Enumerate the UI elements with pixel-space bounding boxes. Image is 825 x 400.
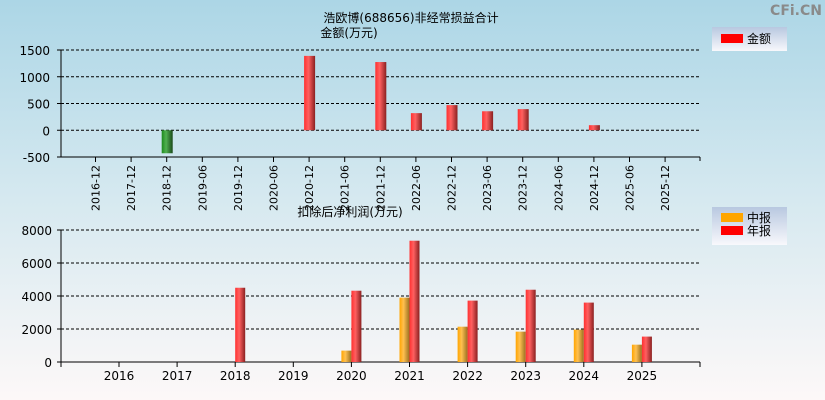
- x-tick-label: 2022-12: [446, 165, 459, 211]
- x-tick-label: 2018: [220, 369, 251, 383]
- x-tick-label: 2016-12: [90, 165, 103, 211]
- x-tick-label: 2024: [569, 369, 600, 383]
- x-tick-label: 2021-06: [339, 165, 352, 211]
- watermark: CFi.CN: [770, 3, 822, 19]
- bar-annual: [467, 300, 478, 362]
- y-tick-label: 1000: [19, 71, 50, 85]
- x-tick-label: 2021: [394, 369, 425, 383]
- bar-annual: [409, 240, 420, 362]
- bar-annual: [351, 290, 362, 362]
- x-tick-label: 2022-06: [410, 165, 423, 211]
- chart1-ylabel: 金额(万元): [320, 25, 377, 40]
- x-tick-label: 2017-12: [125, 165, 138, 211]
- y-tick-label: 4000: [21, 290, 52, 304]
- x-tick-label: 2024-06: [552, 165, 565, 211]
- legend-swatch: [721, 226, 743, 235]
- bar: [517, 109, 529, 131]
- legend-swatch: [721, 213, 743, 222]
- y-tick-label: 0: [44, 356, 52, 370]
- bar-interim: [573, 329, 584, 362]
- legend-label: 年报: [747, 223, 771, 238]
- bar: [588, 125, 600, 131]
- legend-swatch: [721, 34, 743, 43]
- x-tick-label: 2025: [627, 369, 658, 383]
- x-tick-label: 2023: [510, 369, 541, 383]
- x-tick-label: 2023-06: [481, 165, 494, 211]
- y-tick-label: 6000: [21, 257, 52, 271]
- bar-annual: [525, 289, 536, 362]
- bar: [410, 113, 422, 131]
- bar: [482, 111, 494, 131]
- bar: [375, 62, 387, 131]
- bar: [446, 105, 458, 131]
- x-tick-label: 2021-12: [374, 165, 387, 211]
- y-tick-label: 0: [42, 124, 50, 138]
- bar-interim: [631, 344, 642, 362]
- bar: [304, 55, 316, 131]
- bar-interim: [341, 350, 352, 362]
- bar-annual: [583, 302, 594, 362]
- x-tick-label: 2019-06: [196, 165, 209, 211]
- x-tick-label: 2025-12: [659, 165, 672, 211]
- bar-annual: [641, 336, 652, 362]
- x-tick-label: 2023-12: [517, 165, 530, 211]
- y-tick-label: -500: [23, 151, 50, 165]
- bar: [161, 130, 173, 154]
- y-tick-label: 8000: [21, 224, 52, 238]
- chart2-title: 扣除后净利润(万元): [297, 204, 402, 219]
- legend-label: 金额: [747, 31, 771, 46]
- x-tick-label: 2016: [104, 369, 135, 383]
- x-tick-label: 2017: [162, 369, 193, 383]
- y-tick-label: 2000: [21, 323, 52, 337]
- bar-annual: [235, 287, 246, 362]
- x-tick-label: 2019: [278, 369, 309, 383]
- x-tick-label: 2025-06: [624, 165, 637, 211]
- x-tick-label: 2024-12: [588, 165, 601, 211]
- bar-interim: [399, 297, 410, 362]
- y-tick-label: 500: [27, 98, 50, 112]
- bar-interim: [457, 326, 468, 362]
- legend-label: 中报: [747, 210, 771, 225]
- x-tick-label: 2020-06: [268, 165, 281, 211]
- x-tick-label: 2020: [336, 369, 367, 383]
- x-tick-label: 2022: [452, 369, 483, 383]
- x-tick-label: 2019-12: [232, 165, 245, 211]
- bar-interim: [515, 331, 526, 362]
- y-tick-label: 1500: [19, 44, 50, 58]
- chart1-title: 浩欧博(688656)非经常损益合计: [323, 10, 498, 25]
- x-tick-label: 2018-12: [161, 165, 174, 211]
- x-tick-label: 2020-12: [303, 165, 316, 211]
